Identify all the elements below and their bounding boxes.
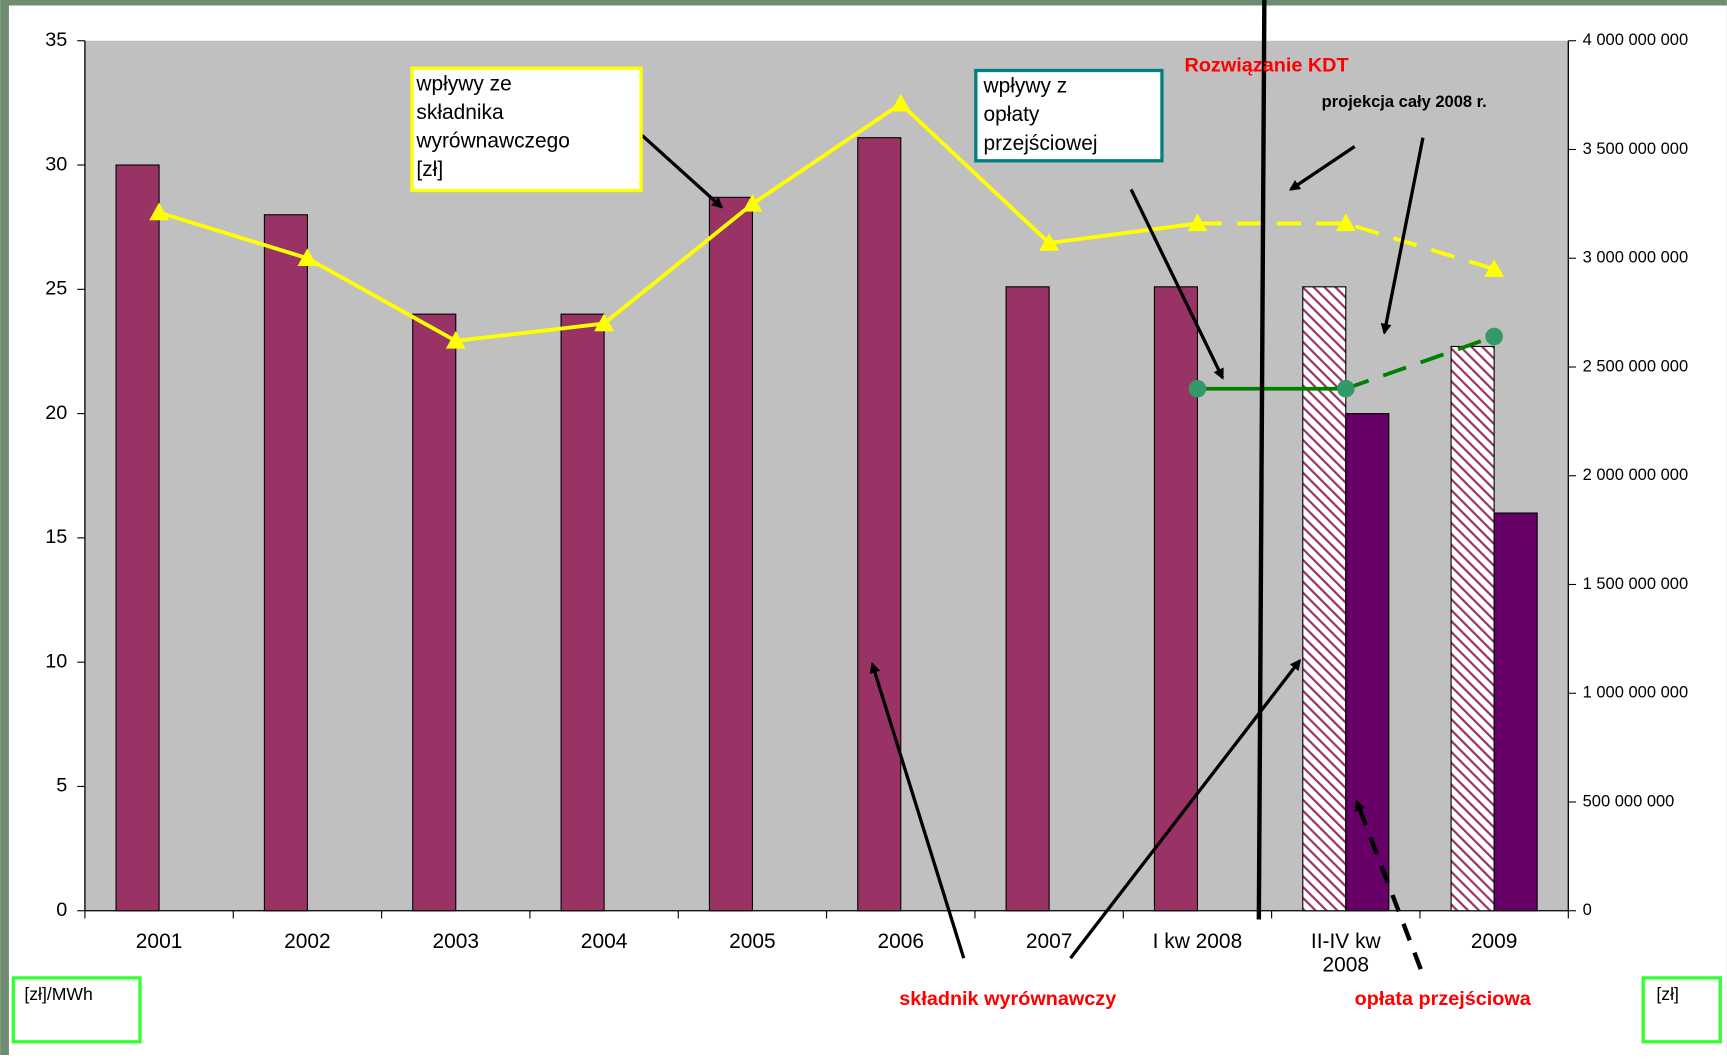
x-tick-label-box: I kw 2008 xyxy=(1152,930,1243,954)
y2-tick-label: 500 000 000 xyxy=(1583,792,1675,810)
bar xyxy=(1450,345,1495,912)
x-tick-label-box: 2001 xyxy=(135,930,183,954)
bar xyxy=(857,137,902,912)
series-label: składnik wyrównawczy xyxy=(899,988,1116,1010)
y2-tick-label: 0 xyxy=(1583,901,1592,919)
y-tick-label: 15 xyxy=(45,526,67,548)
bar xyxy=(708,196,753,912)
unit-box xyxy=(11,976,142,1044)
x-tick-label: II-IV kw 2008 xyxy=(1310,930,1381,977)
x-tick-label: 2006 xyxy=(877,930,925,954)
bar xyxy=(560,313,605,912)
x-tick-label: 2005 xyxy=(729,930,776,954)
x-tick-label: 2007 xyxy=(1025,930,1073,954)
marker xyxy=(742,193,763,212)
marker xyxy=(1188,379,1207,398)
y-tick-label: 20 xyxy=(45,402,67,424)
y2-tick-label: 3 000 000 000 xyxy=(1583,249,1689,267)
arrows xyxy=(641,0,1425,970)
marker xyxy=(1485,327,1503,346)
marker xyxy=(1187,213,1208,232)
bar xyxy=(412,313,457,912)
bar xyxy=(1005,286,1050,912)
y2-tick-label: 1 500 000 000 xyxy=(1583,575,1689,593)
marker xyxy=(149,202,169,221)
y2-axis-label: [zł] xyxy=(1656,984,1679,1004)
bar xyxy=(1153,286,1199,912)
marker xyxy=(1039,233,1060,251)
y-axis-label: [zł]/MWh xyxy=(24,984,92,1004)
callout-box xyxy=(974,68,1164,163)
marker xyxy=(297,248,318,266)
bar xyxy=(1345,413,1390,912)
unit-box xyxy=(1641,976,1722,1044)
annotation-text: Rozwiązanie KDT xyxy=(1184,53,1349,76)
y-tick-label: 10 xyxy=(45,650,67,672)
marker xyxy=(1335,213,1356,232)
x-tick-label-box: 2009 xyxy=(1470,930,1518,954)
marker xyxy=(1336,379,1355,398)
x-tick-label-box: 2007 xyxy=(1025,930,1073,954)
x-tick-label: 2009 xyxy=(1470,930,1518,954)
bar xyxy=(1493,512,1538,912)
x-tick-label: 2001 xyxy=(135,930,183,954)
x-tick-label-box: 2006 xyxy=(877,930,925,954)
y2-tick-label: 4 000 000 000 xyxy=(1583,31,1689,49)
x-tick-label: 2003 xyxy=(432,930,480,954)
marker xyxy=(890,93,911,112)
callout: wpływy ze składnika wyrównawczego [zł] xyxy=(416,72,570,182)
line xyxy=(1197,221,1495,271)
line xyxy=(158,101,1198,343)
y2-tick-label: 1 000 000 000 xyxy=(1583,684,1689,702)
callout-text: wpływy z opłaty przejściowej xyxy=(983,74,1098,156)
series-label: opłata przejściowa xyxy=(1355,988,1532,1010)
callout: wpływy z opłaty przejściowej xyxy=(983,74,1098,156)
y2-tick-label: 3 500 000 000 xyxy=(1583,140,1689,158)
x-tick-label: I kw 2008 xyxy=(1152,930,1243,954)
bar xyxy=(1302,286,1347,912)
y-tick-label: 5 xyxy=(56,775,67,797)
y2-tick-label: 2 500 000 000 xyxy=(1583,357,1689,375)
x-tick-label: 2004 xyxy=(580,930,628,954)
bar xyxy=(263,214,308,912)
x-tick-label-box: 2003 xyxy=(432,930,480,954)
bar xyxy=(115,164,160,912)
callout-box xyxy=(410,66,643,193)
y-tick-label: 35 xyxy=(45,29,67,51)
x-tick-label-box: 2002 xyxy=(284,930,331,954)
marker xyxy=(445,330,466,349)
x-tick-label-box: 2005 xyxy=(729,930,776,954)
x-tick-label-box: II-IV kw 2008 xyxy=(1310,930,1381,977)
x-tick-label: 2002 xyxy=(284,930,331,954)
y-tick-label: 25 xyxy=(45,278,67,300)
y-tick-label: 30 xyxy=(45,153,67,175)
y-tick-label: 0 xyxy=(56,899,67,921)
y2-tick-label: 2 000 000 000 xyxy=(1583,466,1689,484)
x-tick-label-box: 2004 xyxy=(580,930,628,954)
annotation: projekcja cały 2008 r. xyxy=(1322,93,1487,111)
marker xyxy=(1484,259,1505,277)
line xyxy=(1345,334,1495,391)
marker xyxy=(594,313,615,332)
callout-text: wpływy ze składnika wyrównawczego [zł] xyxy=(416,72,570,182)
annotation: Rozwiązanie KDT xyxy=(1184,53,1349,76)
